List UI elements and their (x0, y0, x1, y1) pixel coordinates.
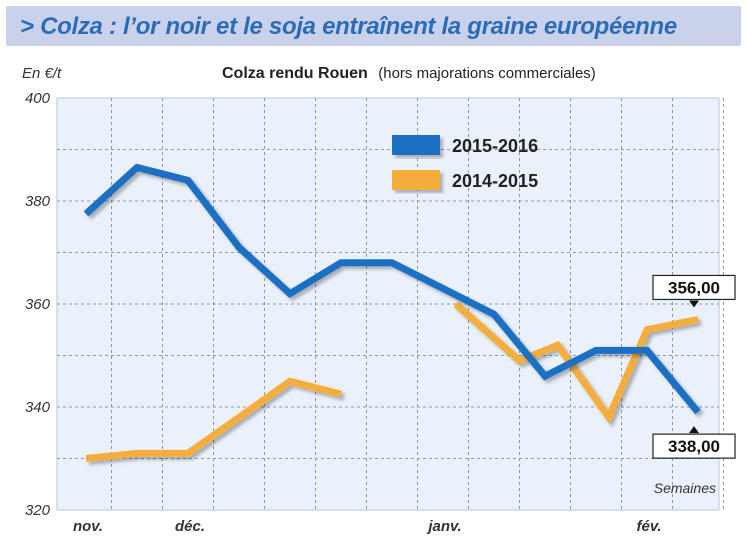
chart-title: Colza rendu Rouen (hors majorations comm… (222, 65, 596, 82)
callout-value: 356,00 (668, 278, 720, 297)
y-tick-label: 320 (25, 502, 51, 519)
callout-value: 338,00 (668, 437, 720, 456)
legend-label: 2014-2015 (452, 171, 538, 191)
y-axis-label: En €/t (22, 65, 62, 82)
page-title: > Colza : l’or noir et le soja entraînen… (20, 13, 677, 40)
callout-box (652, 433, 736, 459)
y-tick-label: 380 (25, 193, 51, 210)
callout-pointer (689, 426, 699, 434)
y-tick-label: 400 (25, 90, 51, 107)
series-line-2014-2015 (453, 301, 699, 425)
grid (57, 98, 724, 510)
chart-title-main: Colza rendu Rouen (222, 65, 368, 82)
title-banner: > Colza : l’or noir et le soja entraînen… (6, 6, 741, 46)
legend-label: 2015-2016 (452, 136, 538, 156)
end-value-callouts: 356,00 338,00 (652, 274, 736, 459)
x-axis-label: Semaines (654, 480, 716, 496)
callout-pointer (689, 300, 699, 308)
legend-swatch (392, 135, 440, 155)
y-tick-label: 360 (25, 296, 51, 313)
chart-subtitle: (hors majorations commerciales) (378, 65, 596, 82)
x-month-label: fév. (636, 518, 661, 535)
y-axis-ticks: 320 340 360 380 400 (25, 90, 51, 519)
x-month-label: nov. (73, 518, 103, 535)
x-month-label: déc. (175, 518, 205, 535)
callout-box (652, 274, 736, 301)
series-layer (83, 163, 701, 462)
x-month-label: janv. (426, 518, 461, 535)
series-line-2014-2015 (85, 377, 342, 462)
x-axis-ticks: nov. déc. janv. fév. (73, 518, 662, 535)
legend: 2015-2016 2014-2015 (392, 135, 538, 191)
series-line-2015-2016 (83, 163, 701, 415)
legend-swatch (392, 170, 440, 190)
y-tick-label: 340 (25, 399, 51, 416)
